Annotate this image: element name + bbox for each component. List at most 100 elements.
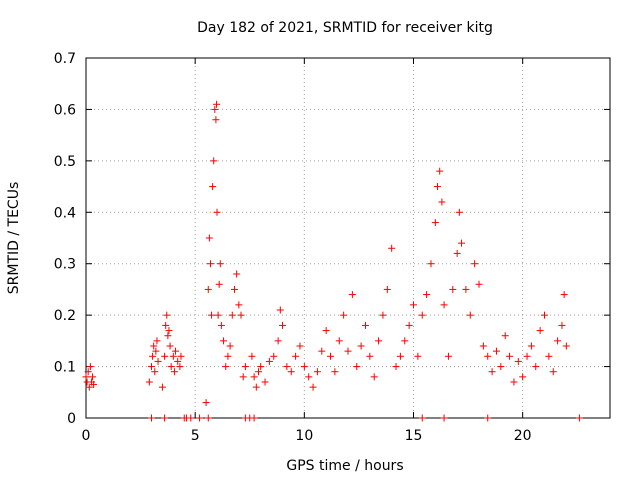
data-point [235, 301, 243, 309]
data-point [484, 352, 492, 360]
data-point [216, 260, 224, 268]
data-point [161, 414, 169, 422]
data-point [440, 301, 448, 309]
data-point [366, 352, 374, 360]
data-point [85, 383, 93, 391]
data-point [514, 357, 522, 365]
data-point [383, 285, 391, 293]
data-point [176, 363, 184, 371]
data-point [167, 363, 175, 371]
data-point [279, 321, 286, 329]
data-point [90, 381, 98, 389]
data-point [575, 414, 583, 422]
data-point [254, 368, 262, 376]
data-point [560, 291, 568, 299]
data-point [401, 337, 409, 345]
data-point [287, 368, 295, 376]
data-points [82, 100, 583, 422]
data-point [154, 357, 162, 365]
data-point [506, 352, 514, 360]
data-point [527, 342, 535, 350]
data-point [170, 368, 178, 376]
data-point [276, 306, 284, 314]
data-point [458, 239, 466, 247]
data-point [414, 352, 422, 360]
data-point [501, 332, 509, 340]
data-point [86, 363, 94, 371]
x-tick-label: 20 [514, 428, 532, 444]
data-point [449, 285, 457, 293]
data-point [151, 368, 159, 376]
data-point [84, 368, 92, 376]
data-point [549, 368, 557, 376]
data-point [230, 285, 238, 293]
data-point [427, 260, 435, 268]
data-point [418, 311, 426, 319]
data-point [300, 363, 308, 371]
data-point [202, 399, 210, 407]
data-point [497, 363, 505, 371]
data-point [165, 327, 173, 335]
data-point [209, 183, 217, 191]
data-point [392, 363, 400, 371]
data-point [239, 373, 247, 381]
data-point [166, 342, 174, 350]
data-point [444, 352, 452, 360]
data-point [153, 337, 161, 345]
data-point [172, 347, 180, 355]
data-point [370, 373, 378, 381]
grid-layer [85, 57, 610, 419]
data-point [226, 342, 234, 350]
data-point [222, 363, 230, 371]
data-point [340, 311, 348, 319]
data-point [434, 183, 442, 191]
data-point [405, 321, 413, 329]
data-point [237, 311, 245, 319]
data-point [292, 352, 300, 360]
y-tick-label: 0.2 [54, 308, 76, 324]
data-point [241, 363, 249, 371]
data-point [206, 260, 214, 268]
data-point [541, 311, 548, 319]
data-point [150, 342, 158, 350]
data-point [357, 342, 365, 350]
x-axis-label: GPS time / hours [286, 458, 403, 474]
data-point [562, 342, 570, 350]
data-point [158, 383, 166, 391]
data-point [250, 373, 258, 381]
data-point [455, 208, 463, 216]
data-point [375, 337, 383, 345]
data-point [214, 311, 222, 319]
data-point [213, 100, 221, 108]
data-point [379, 311, 387, 319]
data-point [327, 352, 335, 360]
data-point [466, 311, 474, 319]
data-point [322, 327, 330, 335]
data-point [532, 363, 540, 371]
data-point [270, 352, 278, 360]
data-point [536, 327, 544, 335]
data-point [82, 373, 90, 381]
data-point [204, 285, 212, 293]
plot-frame [85, 57, 611, 419]
data-point [148, 414, 155, 422]
data-point [344, 347, 352, 355]
data-point [164, 332, 172, 340]
data-point [265, 357, 273, 365]
x-tick-label: 0 [82, 428, 91, 444]
data-point [418, 414, 426, 422]
data-point [174, 357, 182, 365]
x-tick-label: 10 [295, 428, 313, 444]
data-point [163, 311, 171, 319]
y-tick-label: 0.1 [54, 360, 76, 376]
y-tick-label: 0.3 [54, 257, 76, 273]
x-tick-label: 15 [405, 428, 423, 444]
data-point [212, 116, 220, 124]
data-point [318, 347, 326, 355]
data-point [149, 352, 157, 360]
data-point [205, 234, 213, 242]
data-point [177, 352, 185, 360]
x-tick-label: 5 [191, 428, 200, 444]
data-point [423, 291, 431, 299]
data-point [228, 311, 236, 319]
